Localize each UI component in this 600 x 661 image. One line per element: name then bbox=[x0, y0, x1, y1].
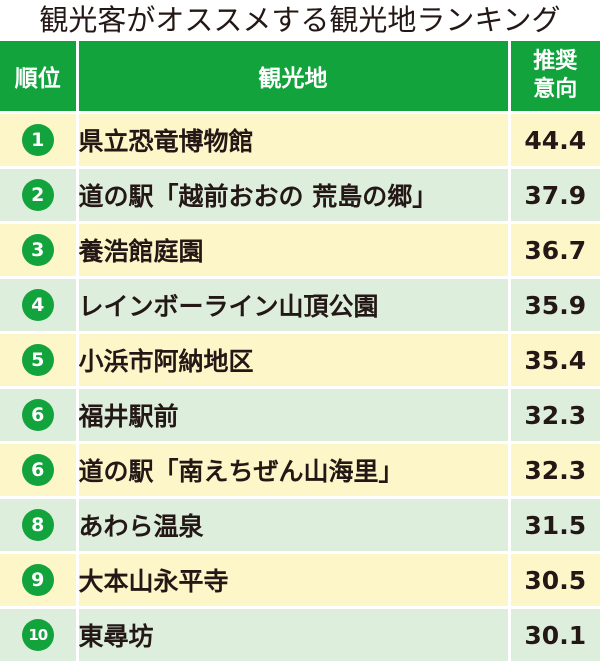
rank-badge: 6 bbox=[22, 454, 54, 486]
recommend-value: 30.1 bbox=[509, 608, 600, 661]
rank-badge: 3 bbox=[22, 234, 54, 266]
rank-cell: 3 bbox=[0, 223, 77, 278]
rank-cell: 5 bbox=[0, 333, 77, 388]
recommend-value: 35.4 bbox=[509, 333, 600, 388]
rank-cell: 8 bbox=[0, 498, 77, 553]
header-value-line-2: 意向 bbox=[511, 76, 600, 104]
spot-name: 養浩館庭園 bbox=[77, 223, 509, 278]
spot-name: 県立恐竜博物館 bbox=[77, 113, 509, 168]
rank-badge: 2 bbox=[22, 179, 54, 211]
recommend-value: 35.9 bbox=[509, 278, 600, 333]
spot-name: あわら温泉 bbox=[77, 498, 509, 553]
rank-badge: 6 bbox=[22, 399, 54, 431]
recommend-value: 32.3 bbox=[509, 388, 600, 443]
spot-name: 道の駅「越前おおの 荒島の郷」 bbox=[77, 168, 509, 223]
rank-cell: 9 bbox=[0, 553, 77, 608]
rank-badge: 5 bbox=[22, 344, 54, 376]
rank-badge: 10 bbox=[22, 619, 54, 651]
spot-name: 道の駅「南えちぜん山海里」 bbox=[77, 443, 509, 498]
spot-name: 小浜市阿納地区 bbox=[77, 333, 509, 388]
recommend-value: 36.7 bbox=[509, 223, 600, 278]
rank-cell: 1 bbox=[0, 113, 77, 168]
table-row: 2 道の駅「越前おおの 荒島の郷」37.9 bbox=[0, 168, 600, 223]
spot-name: 大本山永平寺 bbox=[77, 553, 509, 608]
spot-name: レインボーライン山頂公園 bbox=[77, 278, 509, 333]
header-value-line-1: 推奨 bbox=[511, 48, 600, 76]
rank-badge: 9 bbox=[22, 564, 54, 596]
header-value: 推奨 意向 bbox=[509, 41, 600, 113]
header-name: 観光地 bbox=[77, 41, 509, 113]
header-row: 順位 観光地 推奨 意向 bbox=[0, 41, 600, 113]
spot-name: 福井駅前 bbox=[77, 388, 509, 443]
recommend-value: 30.5 bbox=[509, 553, 600, 608]
spot-name: 東尋坊 bbox=[77, 608, 509, 661]
rank-badge: 8 bbox=[22, 509, 54, 541]
rank-cell: 10 bbox=[0, 608, 77, 661]
header-rank: 順位 bbox=[0, 41, 77, 113]
rank-cell: 2 bbox=[0, 168, 77, 223]
rank-cell: 6 bbox=[0, 388, 77, 443]
rank-cell: 4 bbox=[0, 278, 77, 333]
chart-title: 観光客がオススメする観光地ランキング bbox=[0, 0, 600, 40]
recommend-value: 31.5 bbox=[509, 498, 600, 553]
rank-badge: 1 bbox=[22, 124, 54, 156]
recommend-value: 32.3 bbox=[509, 443, 600, 498]
rank-badge: 4 bbox=[22, 289, 54, 321]
recommend-value: 37.9 bbox=[509, 168, 600, 223]
recommend-value: 44.4 bbox=[509, 113, 600, 168]
rank-cell: 6 bbox=[0, 443, 77, 498]
table-row: 6 道の駅「南えちぜん山海里」32.3 bbox=[0, 443, 600, 498]
